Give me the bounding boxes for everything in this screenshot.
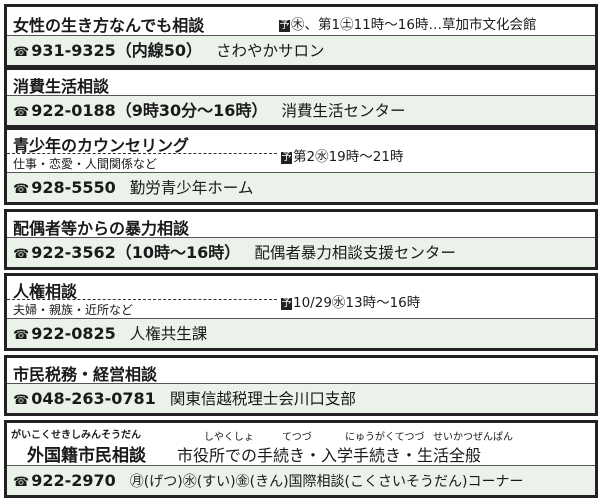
reservation-icon: 予: [281, 298, 292, 310]
phone-number: 048-263-0781: [31, 389, 156, 408]
title: 外国籍市民相談: [27, 446, 146, 466]
title: 女性の生き方なんでも相談: [13, 16, 205, 35]
title-ruby: がいこくせきしみんそうだん: [11, 430, 141, 441]
phone-icon: ☎: [13, 247, 30, 262]
reservation-icon: 予: [279, 20, 290, 32]
schedule-text: 10/29㊌13時〜16時: [293, 295, 421, 311]
title: 市民税務・経営相談: [13, 365, 158, 384]
divider: [7, 153, 277, 154]
phone-row: ☎ 922-3562（10時〜16時） 配偶者暴力相談支援センター: [7, 238, 595, 267]
phone-row: ☎ 922-0825 人権共生課: [7, 319, 595, 348]
venue-name: 人権共生課: [129, 325, 208, 343]
phone-row: ☎ 922-0188（9時30分〜16時） 消費生活センター: [7, 96, 595, 125]
phone-icon: ☎: [13, 393, 30, 408]
phone-row: ☎ 931-9325（内線50） さわやかサロン: [7, 36, 595, 65]
title: 青少年のカウンセリング: [13, 136, 190, 155]
consultation-spousal-violence: 配偶者等からの暴力相談 ☎ 922-3562（10時〜16時） 配偶者暴力相談支援セ…: [4, 209, 598, 270]
phone-row: ☎ 048-263-0781 関東信越税理士会川口支部: [7, 384, 595, 413]
header: 消費生活相談: [7, 70, 595, 96]
venue-name: 配偶者暴力相談支援センター: [254, 244, 456, 262]
header: 女性の生き方なんでも相談 予㊍、第1㊏11時〜16時…草加市文化会館: [7, 7, 595, 36]
phone-icon: ☎: [13, 475, 30, 490]
consultation-tax-business: 市民税務・経営相談 ☎ 048-263-0781 関東信越税理士会川口支部: [4, 355, 598, 416]
ruby: てつづ: [282, 432, 312, 443]
subtitle: 仕事・恋愛・人間関係など: [13, 157, 158, 171]
title: 配偶者等からの暴力相談: [13, 219, 190, 238]
venue-name: 関東信越税理士会川口支部: [169, 390, 356, 408]
header: 配偶者等からの暴力相談: [7, 212, 595, 238]
consultation-youth-counseling: 青少年のカウンセリング 仕事・恋愛・人間関係など 予第2㊌19時〜21時 ☎ 92…: [4, 127, 598, 205]
header: がいこくせきしみんそうだん 外国籍市民相談 しやくしょ てつづ にゅうがくてつづ…: [7, 423, 595, 466]
description: 市役所での手続き・入学手続き・生活全般: [177, 446, 482, 465]
header: 市民税務・経営相談: [7, 358, 595, 384]
ruby: せいかつぜんぱん: [433, 432, 513, 443]
title: 消費生活相談: [13, 77, 110, 96]
phone-row: ☎ 922-2970 ㊊(げつ)㊌(すい)㊎(きん)国際相談(こくさいそうだん)コー…: [7, 466, 595, 495]
venue-name: 消費生活センター: [281, 102, 406, 120]
header: 人権相談 夫婦・親族・近所など 予 10/29㊌13時〜16時: [7, 276, 595, 319]
title: 人権相談: [13, 282, 78, 301]
venue-name: ㊊(げつ)㊌(すい)㊎(きん)国際相談(こくさいそうだん)コーナー: [129, 474, 524, 490]
venue-name: さわやかサロン: [216, 42, 325, 60]
ruby: にゅうがくてつづ: [345, 432, 425, 443]
phone-icon: ☎: [13, 328, 30, 343]
schedule: 予 10/29㊌13時〜16時: [281, 291, 420, 311]
phone-number: 922-0188（9時30分〜16時）: [31, 101, 268, 120]
phone-icon: ☎: [13, 182, 30, 197]
consultation-human-rights: 人権相談 夫婦・親族・近所など 予 10/29㊌13時〜16時 ☎ 922-0825…: [4, 273, 598, 351]
ruby: しやくしょ: [204, 432, 254, 443]
divider: [7, 299, 277, 300]
phone-number: 931-9325（内線50）: [31, 41, 203, 60]
schedule-text: 第2㊌19時〜21時: [293, 149, 404, 165]
phone-row: ☎ 928-5550 勤労青少年ホーム: [7, 173, 595, 202]
subtitle: 夫婦・親族・近所など: [13, 303, 134, 317]
reservation-icon: 予: [281, 152, 292, 164]
phone-number: 928-5550: [31, 178, 116, 197]
phone-icon: ☎: [13, 45, 30, 60]
venue-name: 勤労青少年ホーム: [129, 179, 254, 197]
consultation-consumer: 消費生活相談 ☎ 922-0188（9時30分〜16時） 消費生活センター: [4, 67, 598, 128]
schedule: 予㊍、第1㊏11時〜16時…草加市文化会館: [279, 13, 536, 33]
consultation-foreign-residents: がいこくせきしみんそうだん 外国籍市民相談 しやくしょ てつづ にゅうがくてつづ…: [4, 420, 598, 498]
phone-number: 922-0825: [31, 324, 116, 343]
phone-number: 922-2970: [31, 471, 116, 490]
header: 青少年のカウンセリング 仕事・恋愛・人間関係など 予第2㊌19時〜21時: [7, 130, 595, 173]
consultation-womens-life: 女性の生き方なんでも相談 予㊍、第1㊏11時〜16時…草加市文化会館 ☎ 931-…: [4, 4, 598, 68]
schedule: 予第2㊌19時〜21時: [281, 145, 403, 165]
schedule-text: ㊍、第1㊏11時〜16時…草加市文化会館: [291, 17, 537, 33]
phone-icon: ☎: [13, 105, 30, 120]
phone-number: 922-3562（10時〜16時）: [31, 243, 241, 262]
